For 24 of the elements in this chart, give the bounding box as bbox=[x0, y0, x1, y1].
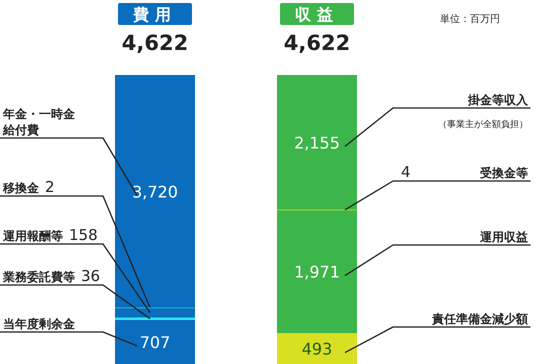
data-label: 1,971 bbox=[294, 262, 340, 282]
text: 掛金等収入 bbox=[467, 93, 529, 107]
text: 単位：百万円 bbox=[440, 13, 500, 25]
text: 受換金等 bbox=[479, 166, 528, 180]
data-label: 158 bbox=[69, 226, 98, 244]
data-label: 707 bbox=[140, 332, 170, 352]
text: 業務委託費等 bbox=[3, 270, 75, 284]
text: 年金・一時金給付費 bbox=[2, 107, 76, 137]
text: 責任準備金減少額 bbox=[431, 312, 528, 326]
data-label: 4 bbox=[401, 163, 411, 181]
text: 移換金 bbox=[3, 181, 39, 195]
total-label: 4,622 bbox=[284, 31, 350, 55]
x-tick-label: 収益 bbox=[295, 5, 339, 24]
text: 運用報酬等 bbox=[3, 229, 63, 243]
total-label: 4,622 bbox=[122, 31, 188, 55]
x-tick-label: 費用 bbox=[132, 5, 177, 24]
text: 当年度剰余金 bbox=[3, 317, 76, 331]
data-label: 36 bbox=[81, 267, 100, 285]
data-label: 2,155 bbox=[294, 133, 340, 152]
text: （事業主が全額負担） bbox=[438, 119, 528, 130]
text: 運用収益 bbox=[479, 230, 528, 244]
data-label: 2 bbox=[45, 178, 55, 196]
data-label: 493 bbox=[302, 340, 332, 359]
data-label: 3,720 bbox=[132, 182, 178, 202]
